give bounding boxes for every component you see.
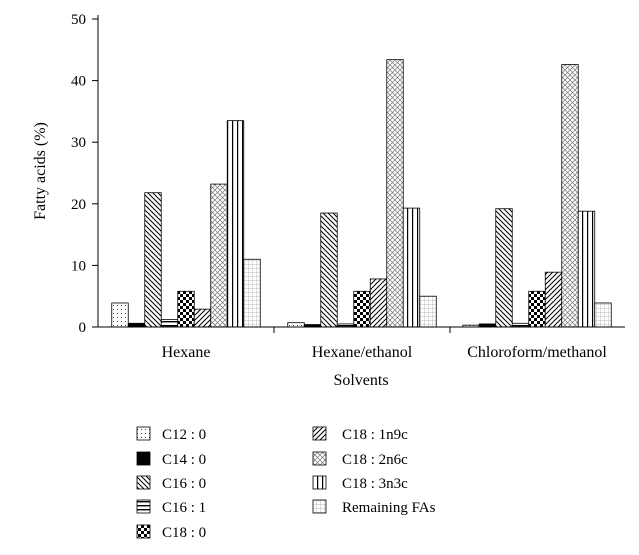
- legend-label: C18 : 0: [162, 525, 206, 541]
- legend-swatch-c18-1n9c: [312, 426, 327, 441]
- bar-hexane-c16-0: [144, 192, 162, 328]
- bar-hexane-ethanol-remaining-fas: [419, 295, 437, 328]
- legend-label: Remaining FAs: [342, 500, 436, 516]
- legend-swatch-c12-0: [136, 426, 151, 441]
- bar-chloroform-methanol-c18-2n6c: [561, 64, 579, 328]
- bar-hexane-c14-0: [127, 322, 146, 328]
- y-axis-title: Fatty acids (%): [32, 122, 49, 220]
- bar-hexane-remaining-fas: [243, 258, 261, 328]
- legend-label: C14 : 0: [162, 452, 206, 468]
- y-tick-label: 30: [71, 135, 86, 151]
- legend-swatch-c14-0: [136, 451, 151, 466]
- y-tick-label: 40: [71, 74, 86, 90]
- legend-label: C18 : 2n6c: [342, 452, 408, 468]
- legend-label: C18 : 1n9c: [342, 427, 408, 443]
- bar-chloroform-methanol-c18-1n9c: [544, 271, 563, 328]
- bars: [111, 59, 612, 328]
- x-axis-title: Solvents: [333, 372, 388, 389]
- y-tick-label: 20: [71, 197, 86, 213]
- bar-hexane-ethanol-c18-1n9c: [369, 278, 388, 328]
- bar-hexane-c16-1: [160, 319, 179, 328]
- legend-swatch-c16-0: [136, 475, 151, 490]
- legend: C12 : 0 C14 : 0 C16 : 0 C16 : 1 C18 : 0 …: [136, 426, 436, 541]
- y-tick-label: 50: [71, 12, 86, 28]
- legend-swatch-c16-1: [136, 499, 151, 514]
- legend-swatch-c18-0: [136, 524, 151, 539]
- legend-label: C16 : 1: [162, 500, 206, 516]
- bar-hexane-c18-3n3c: [226, 120, 245, 328]
- bar-chloroform-methanol-c16-1: [511, 322, 530, 328]
- legend-swatch-c18-3n3c: [312, 475, 327, 490]
- bar-hexane-ethanol-c18-3n3c: [402, 207, 421, 328]
- legend-label: C12 : 0: [162, 427, 206, 443]
- bar-hexane-ethanol-c18-0: [353, 290, 371, 328]
- bar-hexane-ethanol-c12-0: [287, 322, 305, 328]
- y-tick-label: 0: [79, 320, 87, 336]
- x-category-label: Chloroform/methanol: [467, 344, 607, 361]
- legend-label: C18 : 3n3c: [342, 476, 408, 492]
- y-ticks: 0 10 20 30 40 50: [71, 12, 98, 336]
- bar-hexane-c12-0: [111, 302, 129, 328]
- bar-hexane-c18-0: [177, 290, 195, 328]
- bar-chloroform-methanol-remaining-fas: [594, 302, 612, 328]
- bar-hexane-ethanol-c16-0: [320, 212, 338, 328]
- legend-label: C16 : 0: [162, 476, 206, 492]
- bar-chloroform-methanol-c18-0: [528, 290, 546, 328]
- bar-hexane-c18-1n9c: [193, 308, 212, 328]
- y-tick-label: 10: [71, 258, 86, 274]
- legend-swatch-c18-2n6c: [312, 451, 327, 466]
- bar-hexane-ethanol-c18-2n6c: [386, 59, 404, 328]
- x-category-label: Hexane/ethanol: [312, 344, 413, 361]
- bar-chloroform-methanol-c18-3n3c: [577, 210, 596, 328]
- x-category-label: Hexane: [162, 344, 211, 361]
- bar-chloroform-methanol-c16-0: [495, 208, 513, 328]
- legend-swatch-remaining-fas: [312, 499, 327, 514]
- bar-hexane-c18-2n6c: [210, 183, 228, 328]
